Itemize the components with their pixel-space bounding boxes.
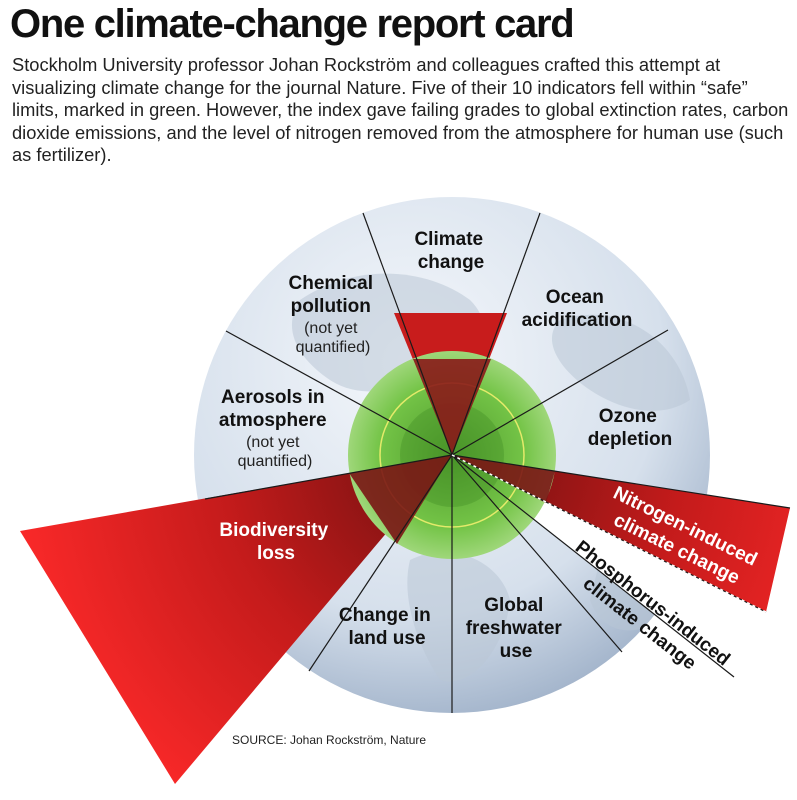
wedge-biodiversity bbox=[20, 455, 452, 784]
label-land-use: Change in land use bbox=[339, 605, 435, 649]
label-ozone-depletion: Ozone depletion bbox=[588, 406, 672, 450]
label-ocean-acidification: Ocean acidification bbox=[522, 287, 633, 331]
label-freshwater: Global freshwater use bbox=[466, 595, 567, 662]
label-climate-change: Climate change bbox=[414, 229, 487, 273]
overlap-biodiversity bbox=[349, 455, 452, 544]
label-chemical-pollution: Chemical pollution (not yet quantified) bbox=[289, 273, 378, 356]
label-biodiversity-loss: Biodiversity loss bbox=[219, 520, 332, 564]
intro-text: Stockholm University professor Johan Roc… bbox=[12, 54, 789, 165]
nitrogen-dotted-edge bbox=[451, 454, 767, 613]
source-note: SOURCE: Johan Rockström, Nature bbox=[232, 733, 426, 747]
page-title: One climate-change report card bbox=[10, 2, 575, 46]
overlap-climate bbox=[413, 359, 491, 455]
label-aerosols: Aerosols in atmosphere (not yet quantifi… bbox=[219, 387, 331, 470]
